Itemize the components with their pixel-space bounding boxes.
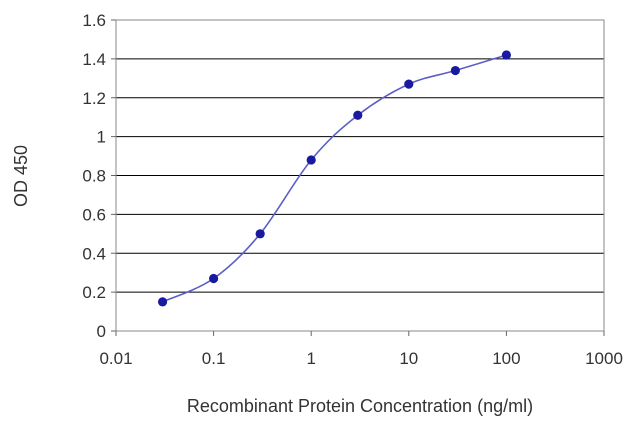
data-point [157,297,168,307]
y-tick-label: 1.6 [82,11,106,30]
data-point [255,229,265,239]
data-point [501,50,511,60]
x-tick-label: 1000 [585,349,623,368]
data-point [404,79,414,89]
data-point [306,155,316,165]
y-tick-label: 0.4 [82,244,106,263]
x-axis-title: Recombinant Protein Concentration (ng/ml… [187,396,533,416]
gridlines [116,19,604,293]
data-point [209,273,219,284]
y-tick-label: 1.2 [82,89,106,108]
y-tick-label: 0.2 [82,283,106,302]
y-tick-label: 1.4 [82,50,106,69]
x-tick-label: 100 [492,349,520,368]
x-tick-label: 0.1 [202,349,226,368]
data-point [450,65,460,76]
data-points [157,50,511,307]
y-tick-label: 0.6 [82,205,106,224]
fitted-curve-line [162,54,507,303]
y-tick-label: 0 [97,322,106,341]
x-axis-ticks: 0.01 0.1 1 10 100 1000 [99,331,623,368]
y-axis-title: OD 450 [11,145,31,207]
y-tick-label: 0.8 [82,167,106,186]
y-tick-label: 1 [97,128,106,147]
x-tick-label: 10 [399,349,418,368]
x-tick-label: 1 [306,349,315,368]
data-point [353,110,363,120]
y-axis-ticks: 0 0.2 0.4 0.6 0.8 1 1.2 1.4 1.6 [82,11,116,341]
x-tick-label: 0.01 [99,349,132,368]
